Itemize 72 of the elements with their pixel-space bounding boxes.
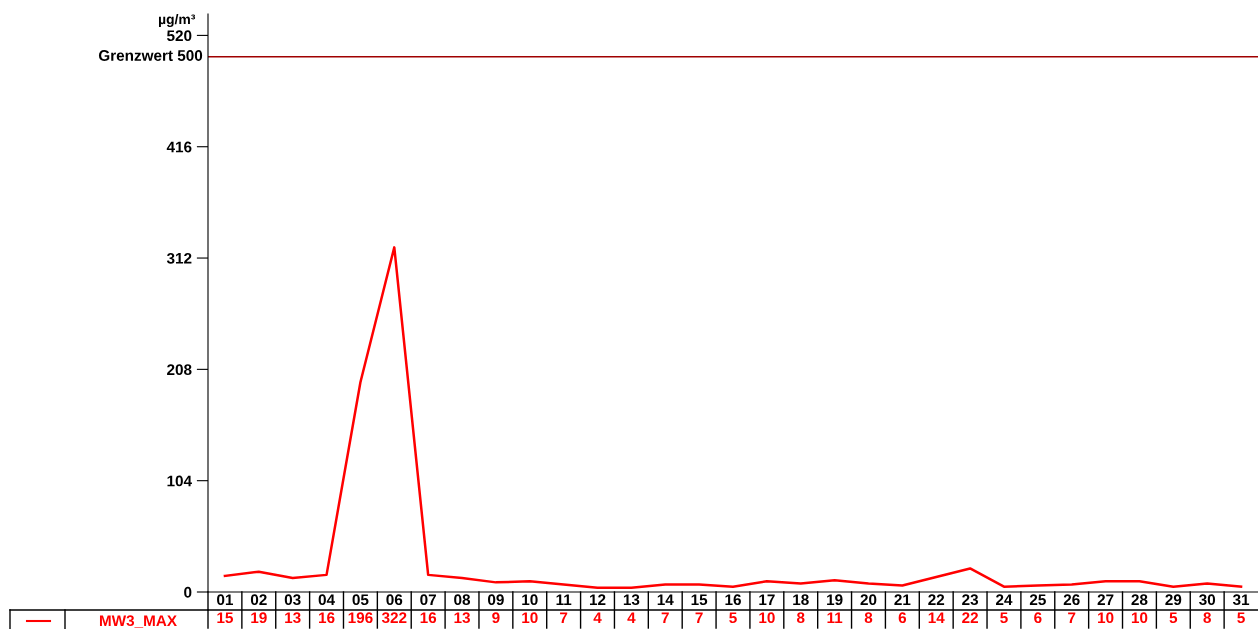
data-label: 13 (285, 612, 301, 624)
x-tick-label: 10 (522, 594, 538, 606)
data-label: 7 (1068, 612, 1076, 623)
data-label: 5 (729, 612, 737, 624)
data-label: 7 (661, 612, 669, 623)
data-label: 196 (348, 612, 373, 624)
y-tick-label: 312 (166, 252, 192, 264)
y-tick-label: 104 (167, 475, 192, 487)
x-tick-label: 23 (962, 594, 979, 606)
x-tick-label: 19 (827, 594, 843, 606)
x-tick-label: 13 (623, 594, 640, 606)
x-tick-label: 30 (1199, 594, 1216, 606)
x-tick-label: 29 (1165, 594, 1182, 606)
x-tick-label: 16 (725, 594, 741, 606)
data-label: 9 (492, 612, 500, 624)
x-tick-label: 20 (860, 594, 877, 606)
data-label: 8 (864, 612, 873, 624)
data-label: 22 (962, 612, 978, 623)
data-label: 322 (381, 612, 407, 624)
x-tick-label: 01 (217, 594, 234, 606)
x-tick-label: 28 (1131, 594, 1148, 606)
x-tick-label: 07 (420, 594, 436, 606)
x-tick-label: 25 (1029, 594, 1046, 606)
data-label: 16 (420, 612, 437, 624)
x-tick-label: 15 (691, 594, 708, 606)
x-tick-label: 02 (250, 594, 267, 606)
line-series (223, 246, 1243, 589)
y-axis-title: µg/m³ (158, 14, 196, 28)
text: MW3_MAX (99, 615, 177, 628)
x-tick-label: 18 (793, 594, 809, 606)
x-tick-label: 11 (556, 594, 572, 605)
y-tick-label: 0 (184, 586, 192, 598)
data-label: 5 (1237, 612, 1245, 624)
data-label: 4 (627, 612, 636, 623)
data-label: 10 (1131, 612, 1148, 624)
x-tick-label: 12 (589, 594, 606, 605)
data-label: 16 (319, 612, 335, 624)
data-label: 8 (1203, 612, 1211, 624)
x-tick-label: 24 (996, 594, 1013, 605)
data-label: 6 (898, 612, 907, 624)
y-tick-label: 520 (167, 30, 192, 42)
data-label: 4 (593, 612, 602, 623)
x-tick-label: 22 (928, 594, 945, 605)
x-tick-label: 08 (454, 594, 471, 606)
data-label: 10 (522, 612, 538, 624)
y-tick-label: 416 (166, 141, 192, 153)
data-label: 14 (928, 612, 945, 623)
data-label: 13 (454, 612, 470, 624)
data-label: 5 (1169, 612, 1178, 624)
x-tick-label: 04 (318, 594, 335, 606)
x-tick-label: 21 (894, 594, 911, 605)
data-label: 10 (1098, 612, 1114, 624)
x-tick-label: 09 (488, 594, 504, 606)
data-label: 5 (1000, 612, 1008, 624)
data-label: 19 (251, 612, 267, 624)
ref-line-label: Grenzwert 500 (98, 50, 203, 61)
x-tick-label: 03 (284, 594, 301, 606)
data-label: 8 (796, 612, 805, 624)
data-label: 10 (759, 612, 775, 624)
x-tick-label: 26 (1063, 594, 1080, 606)
x-tick-label: 05 (352, 594, 369, 606)
x-tick-label: 17 (759, 594, 775, 605)
x-tick-label: 31 (1232, 594, 1250, 606)
data-label: 7 (560, 612, 568, 623)
y-tick-label: 208 (167, 364, 192, 376)
data-label: 15 (217, 612, 234, 624)
data-label: 7 (695, 612, 703, 623)
x-tick-label: 06 (386, 594, 403, 606)
x-tick-label: 14 (657, 594, 674, 605)
data-label: 6 (1034, 612, 1042, 624)
x-tick-label: 27 (1097, 594, 1114, 605)
data-label: 11 (827, 612, 843, 623)
